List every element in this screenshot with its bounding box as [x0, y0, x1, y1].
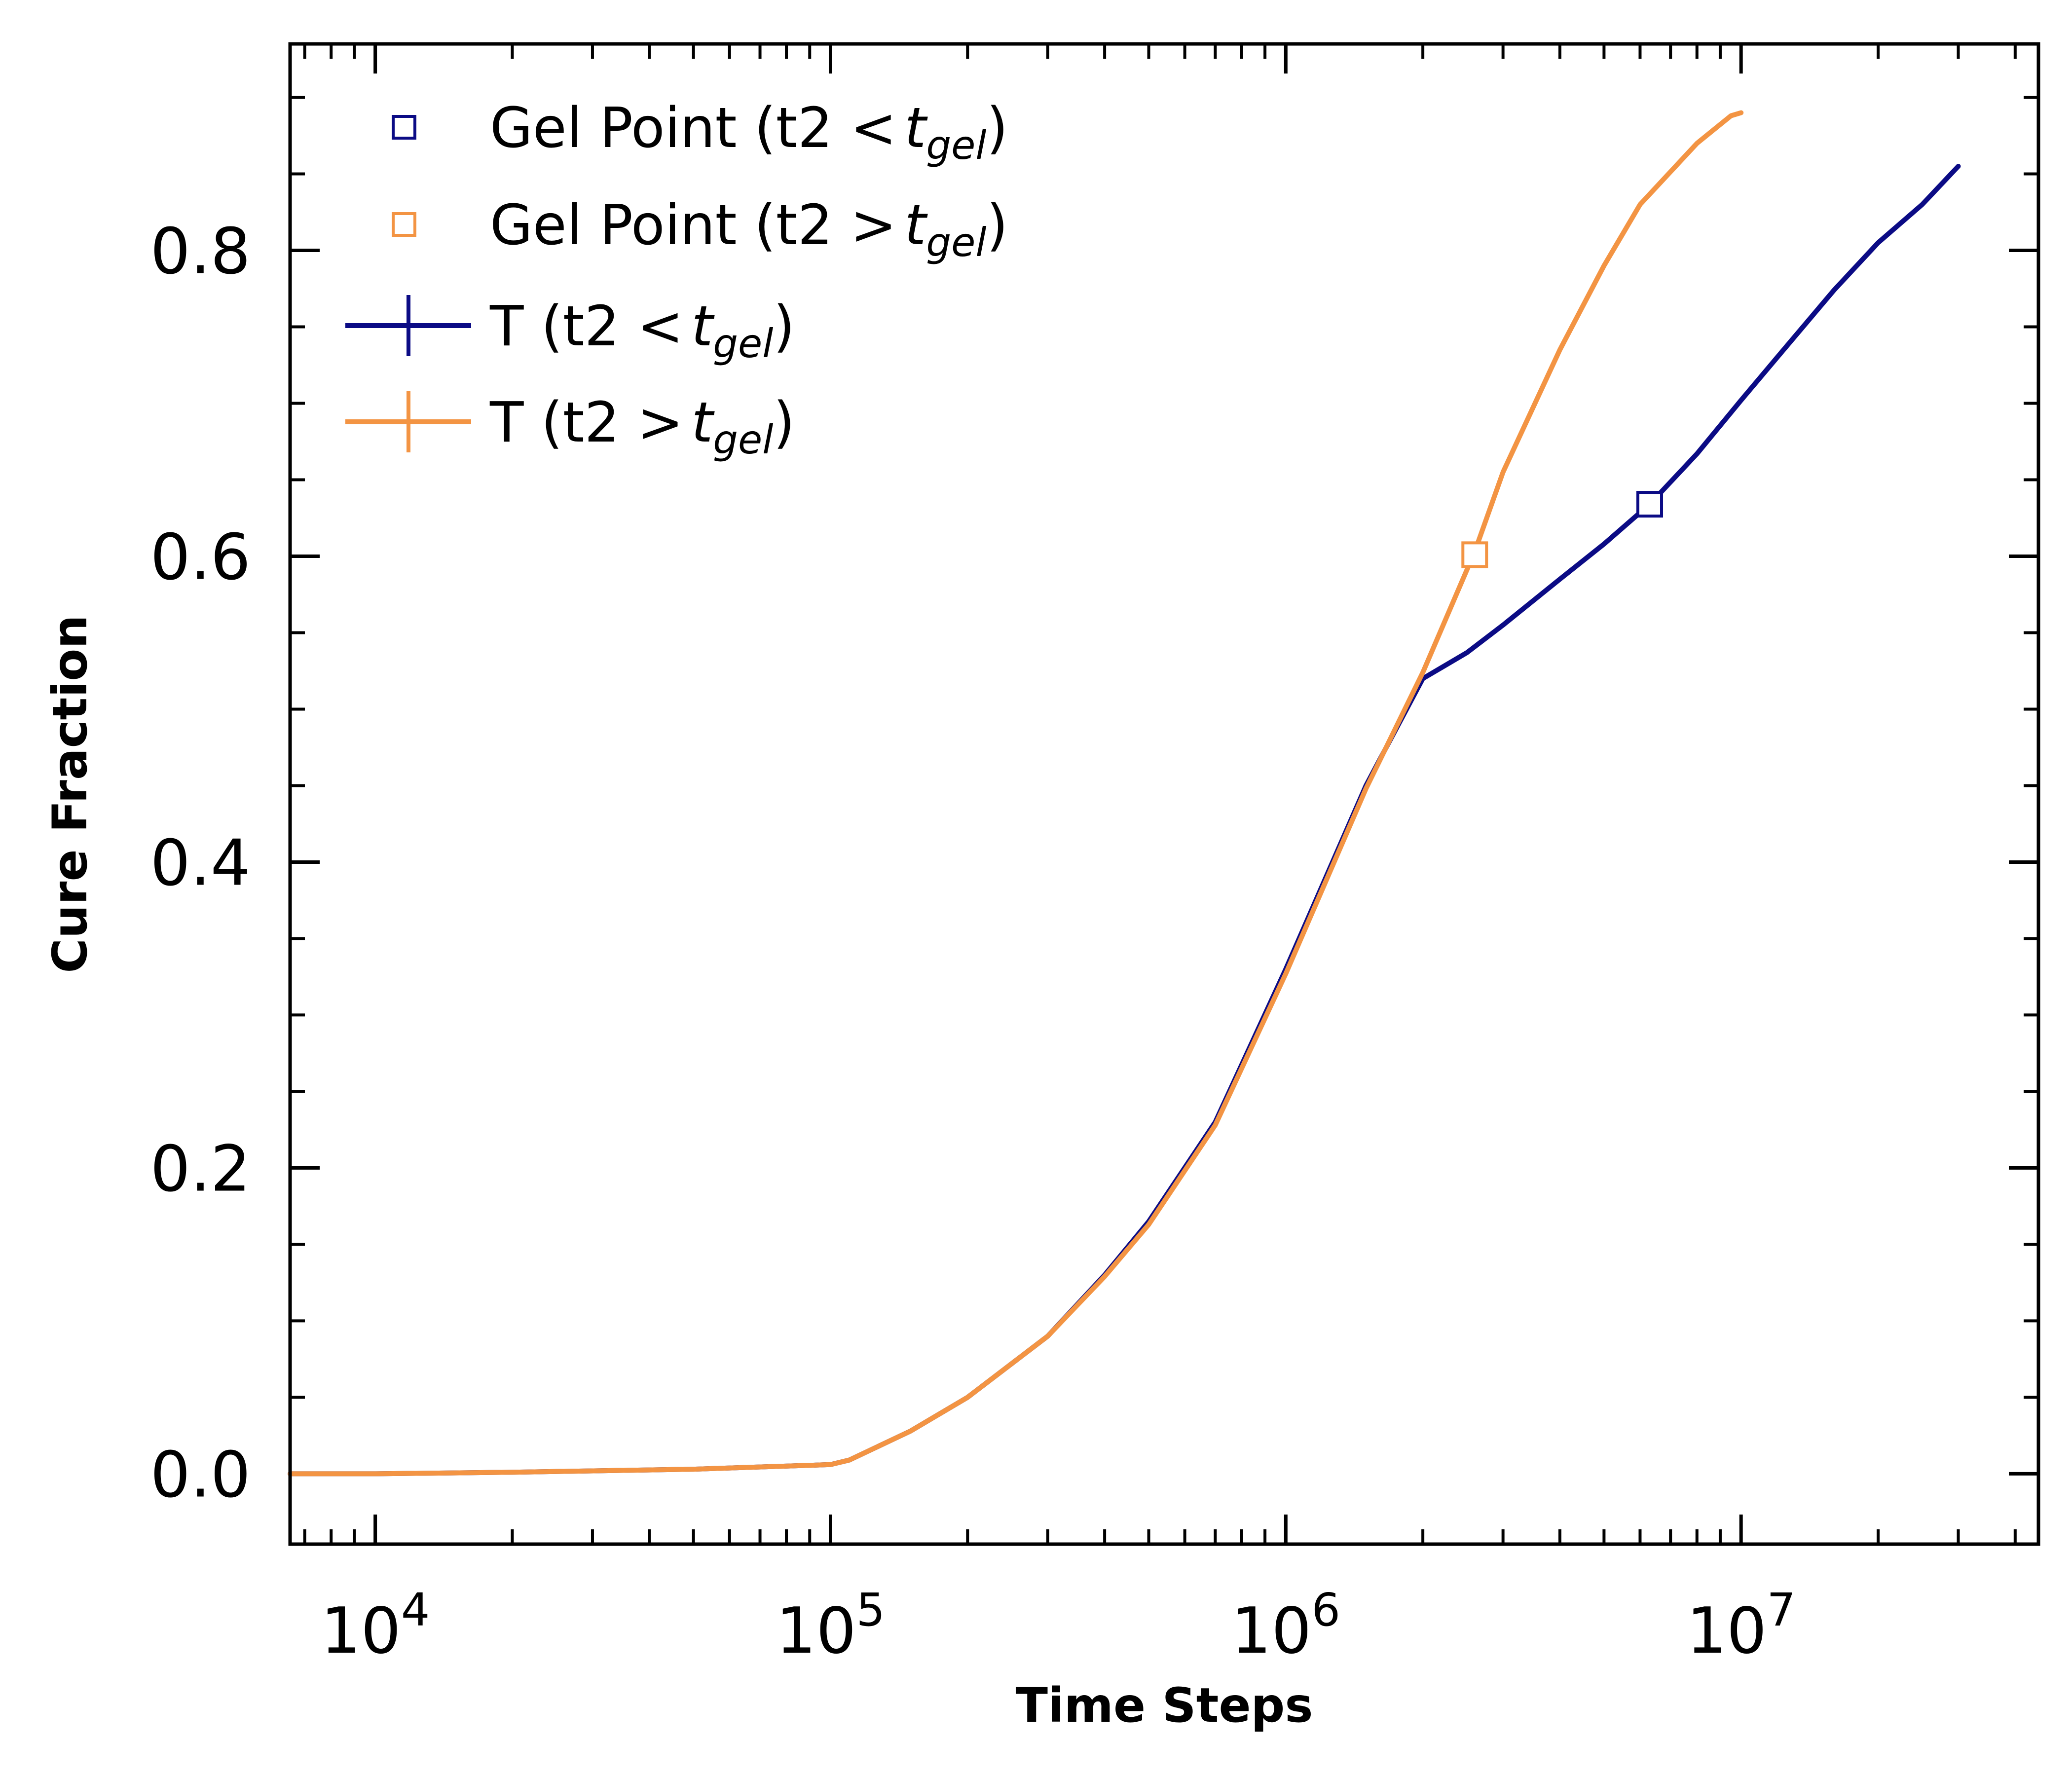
series-line-1	[288, 110, 1744, 1477]
legend-marker-swatch	[392, 212, 416, 237]
y-axis-ticks: 0.0 0.2 0.4 0.6 0.8	[150, 96, 2038, 1512]
legend-label: Gel Point (t2 < tgel)	[490, 96, 1008, 168]
y-tick-label: 0.6	[150, 520, 251, 594]
y-tick-label: 0.4	[150, 826, 251, 900]
gel-point-marker-2	[1636, 491, 1664, 518]
legend-label: T (t2 < tgel)	[489, 295, 795, 367]
x-tick-label: 106	[1231, 1584, 1340, 1668]
plot-frame	[288, 42, 2040, 1546]
x-tick-label: 104	[321, 1584, 430, 1668]
gel-point-markers	[1461, 491, 1664, 568]
y-axis-title: Cure Fraction	[42, 615, 98, 973]
legend-entry: Gel Point (t2 < tgel)	[392, 96, 1008, 168]
x-axis-ticks: 104 105 106 107	[303, 44, 2017, 1668]
legend-marker-swatch	[392, 115, 416, 140]
legend-label: T (t2 > tgel)	[489, 391, 795, 463]
series-lines	[288, 110, 1961, 1477]
x-tick-label: 107	[1686, 1584, 1795, 1668]
legend: Gel Point (t2 < tgel) Gel Point (t2 > tgel)…	[345, 96, 1008, 463]
y-tick-label: 0.8	[150, 215, 251, 288]
legend-entry: T (t2 > tgel)	[345, 391, 795, 463]
y-tick-label: 0.2	[150, 1132, 251, 1206]
legend-label: Gel Point (t2 > tgel)	[490, 193, 1008, 265]
gel-point-marker-3	[1461, 541, 1488, 568]
x-tick-label: 105	[776, 1584, 885, 1668]
legend-entry: T (t2 < tgel)	[345, 295, 795, 367]
x-axis-title: Time Steps	[1016, 1678, 1313, 1733]
y-tick-label: 0.0	[150, 1438, 251, 1512]
legend-entry: Gel Point (t2 > tgel)	[392, 193, 1008, 265]
